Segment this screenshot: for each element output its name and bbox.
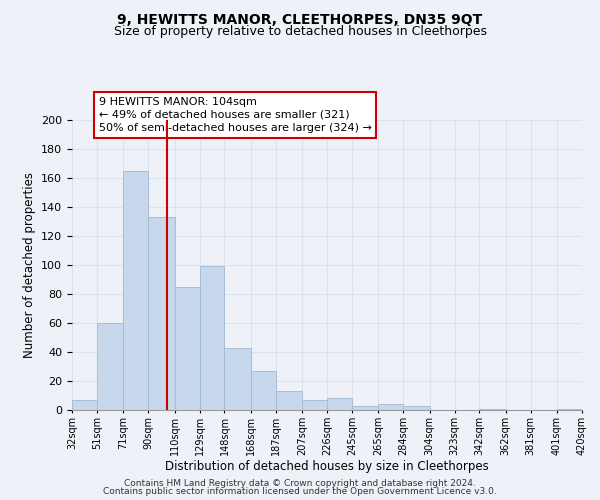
Bar (276, 391, 302, 410)
Y-axis label: Number of detached properties: Number of detached properties (23, 172, 35, 358)
Bar (199, 266, 224, 410)
Bar (224, 348, 251, 410)
Text: 9, HEWITTS MANOR, CLEETHORPES, DN35 9QT: 9, HEWITTS MANOR, CLEETHORPES, DN35 9QT (118, 12, 482, 26)
Bar (123, 171, 148, 410)
X-axis label: Distribution of detached houses by size in Cleethorpes: Distribution of detached houses by size … (165, 460, 489, 473)
Bar (327, 398, 352, 410)
Text: Contains public sector information licensed under the Open Government Licence v3: Contains public sector information licen… (103, 487, 497, 496)
Bar (479, 408, 506, 410)
Bar (251, 371, 276, 410)
Text: Contains HM Land Registry data © Crown copyright and database right 2024.: Contains HM Land Registry data © Crown c… (124, 478, 476, 488)
Bar (557, 408, 582, 410)
Bar (72, 400, 97, 410)
Bar (302, 400, 327, 410)
Bar (403, 406, 430, 410)
Bar (175, 287, 199, 410)
Text: Size of property relative to detached houses in Cleethorpes: Size of property relative to detached ho… (113, 25, 487, 38)
Bar (148, 217, 175, 410)
Bar (97, 323, 123, 410)
Bar (378, 404, 403, 410)
Text: 9 HEWITTS MANOR: 104sqm
← 49% of detached houses are smaller (321)
50% of semi-d: 9 HEWITTS MANOR: 104sqm ← 49% of detache… (99, 97, 371, 133)
Bar (352, 406, 378, 410)
